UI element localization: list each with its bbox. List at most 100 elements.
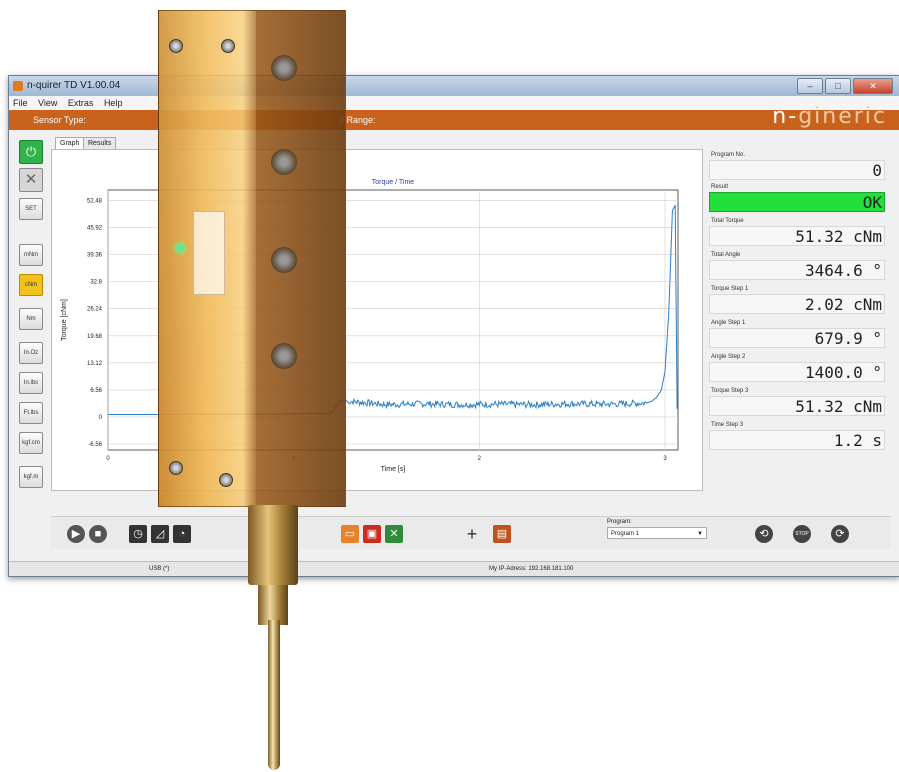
menu-extras[interactable]: Extras: [67, 98, 94, 108]
unit-inlbs-button[interactable]: In.lbs: [19, 372, 43, 394]
menu-help[interactable]: Help: [103, 98, 123, 108]
minimize-button[interactable]: –: [797, 78, 823, 94]
torque-step1-label: Torque Step 1: [711, 286, 749, 292]
recycle-right-icon[interactable]: ⟳: [831, 525, 849, 543]
y-tick-label: 19.68: [87, 334, 103, 340]
unit-cnm-button[interactable]: cNm: [19, 274, 43, 296]
chart-title: Torque / Time: [372, 179, 415, 186]
graph-panel: 52.48 45.92 39.36 32.8 26.24 19.68 13.12 6.56 0 -…: [51, 149, 703, 491]
y-tick-label: -6.56: [88, 442, 102, 448]
result-label: Result: [711, 184, 729, 190]
program-label: Program:: [607, 519, 632, 525]
y-tick-label: 6.56: [90, 388, 102, 394]
screw-icon: [221, 39, 235, 53]
logo-part2: gineric: [798, 104, 887, 129]
screw-icon: [219, 473, 233, 487]
y-tick-label: 0: [99, 415, 103, 421]
folder-icon[interactable]: ▭: [341, 525, 359, 543]
angle-step1-value: 679.9 °: [709, 328, 885, 348]
unit-kgfcm-button[interactable]: kgf.cm: [19, 432, 43, 454]
time-step3-label: Time Step 3: [711, 422, 744, 428]
tab-results[interactable]: Results: [83, 137, 117, 150]
bottom-toolbar: ▶ ■ ◷ ◿ ◔ ▭ ▣ ✕ + ▤ Program: Program 1 ▼…: [51, 516, 891, 549]
stop-record-icon[interactable]: ■: [89, 525, 107, 543]
torque-step3-label: Torque Step 3: [711, 388, 749, 394]
total-angle-value: 3464.6 °: [709, 260, 885, 280]
program-select-value: Program 1: [611, 531, 640, 537]
y-tick-label: 52.48: [87, 198, 103, 204]
angle-icon[interactable]: ◿: [151, 525, 169, 543]
usb-status: USB (*): [149, 566, 170, 572]
menu-bar: File View Extras Help: [9, 96, 899, 110]
y-tick-label: 32.8: [90, 280, 102, 286]
device-collar: [258, 585, 288, 625]
unit-kgfm-button[interactable]: kgf.m: [19, 466, 43, 488]
export-icon[interactable]: ▣: [363, 525, 381, 543]
y-tick-label: 45.92: [87, 225, 103, 231]
bolt-icon: [271, 149, 297, 175]
bolt-icon: [271, 343, 297, 369]
crosshair-icon[interactable]: +: [466, 524, 478, 544]
device-connector: [248, 505, 298, 585]
ip-status: My IP-Adress: 192.168.181.100: [489, 566, 574, 572]
total-torque-label: Total Torque: [711, 218, 744, 224]
time-step3-value: 1.2 s: [709, 430, 885, 450]
screw-icon: [169, 39, 183, 53]
device-shaft: [268, 620, 280, 770]
y-axis-label: Torque [cNm]: [61, 299, 68, 341]
angle-step2-value: 1400.0 °: [709, 362, 885, 382]
gauge-icon[interactable]: ◔: [173, 525, 191, 543]
device-label-sticker: [193, 211, 225, 295]
brand-logo: n-gineric: [772, 104, 887, 129]
x-tick-label: 2: [478, 456, 482, 462]
x-tick-label: 0: [106, 456, 110, 462]
menu-file[interactable]: File: [13, 98, 28, 108]
unit-ftlbs-button[interactable]: Ft.lbs: [19, 402, 43, 424]
logo-part1: n-: [772, 104, 799, 129]
unit-nm-button[interactable]: Nm: [19, 308, 43, 330]
program-select[interactable]: Program 1 ▼: [607, 527, 707, 539]
bolt-icon: [271, 55, 297, 81]
menu-view[interactable]: View: [38, 98, 58, 108]
screw-icon: [169, 461, 183, 475]
y-tick-label: 26.24: [87, 307, 103, 313]
close-button[interactable]: ✕: [853, 78, 893, 94]
grid-table-icon[interactable]: ▤: [493, 525, 511, 543]
play-icon[interactable]: ▶: [67, 525, 85, 543]
unit-inoz-button[interactable]: In.Oz: [19, 342, 43, 364]
torque-time-chart: 52.48 45.92 39.36 32.8 26.24 19.68 13.12 6.56 0 -…: [61, 179, 679, 473]
title-bar: n-quirer TD V1.00.04 – □ ✕: [9, 76, 899, 96]
unit-mnm-button[interactable]: mNm: [19, 244, 43, 266]
recycle-left-icon[interactable]: ⟲: [755, 525, 773, 543]
power-button[interactable]: ⏻: [19, 140, 43, 164]
window-title: n-quirer TD V1.00.04: [27, 80, 121, 91]
app-window: n-quirer TD V1.00.04 – □ ✕ File View Ext…: [8, 75, 899, 577]
torque-step3-value: 51.32 cNm: [709, 396, 885, 416]
stop-button[interactable]: STOP: [793, 525, 811, 543]
torque-step1-value: 2.02 cNm: [709, 294, 885, 314]
y-tick-label: 39.36: [87, 253, 103, 259]
torque-sensor-device: [158, 10, 346, 507]
set-button[interactable]: SET: [19, 198, 43, 220]
y-tick-label: 13.12: [87, 361, 103, 367]
angle-step2-label: Angle Step 2: [711, 354, 746, 360]
angle-step1-label: Angle Step 1: [711, 320, 746, 326]
chevron-down-icon: ▼: [697, 531, 703, 537]
cancel-button[interactable]: ✕: [19, 168, 43, 192]
result-value: OK: [709, 192, 885, 212]
status-bar: USB (*) My IP-Adress: 192.168.181.100: [9, 561, 899, 576]
program-no-value: 0: [709, 160, 885, 180]
program-no-label: Program No.: [711, 152, 746, 158]
x-tick-label: 3: [663, 456, 667, 462]
sensor-type-label: Sensor Type:: [33, 115, 86, 125]
excel-icon[interactable]: ✕: [385, 525, 403, 543]
status-led-icon: [175, 243, 185, 253]
total-torque-value: 51.32 cNm: [709, 226, 885, 246]
header-bar: Sensor Type: e Range: n-gineric: [9, 104, 899, 130]
torque-range-label: e Range:: [339, 115, 376, 125]
timer-icon[interactable]: ◷: [129, 525, 147, 543]
maximize-button[interactable]: □: [825, 78, 851, 94]
app-icon: [13, 81, 23, 91]
x-axis-label: Time [s]: [381, 466, 406, 473]
bolt-icon: [271, 247, 297, 273]
